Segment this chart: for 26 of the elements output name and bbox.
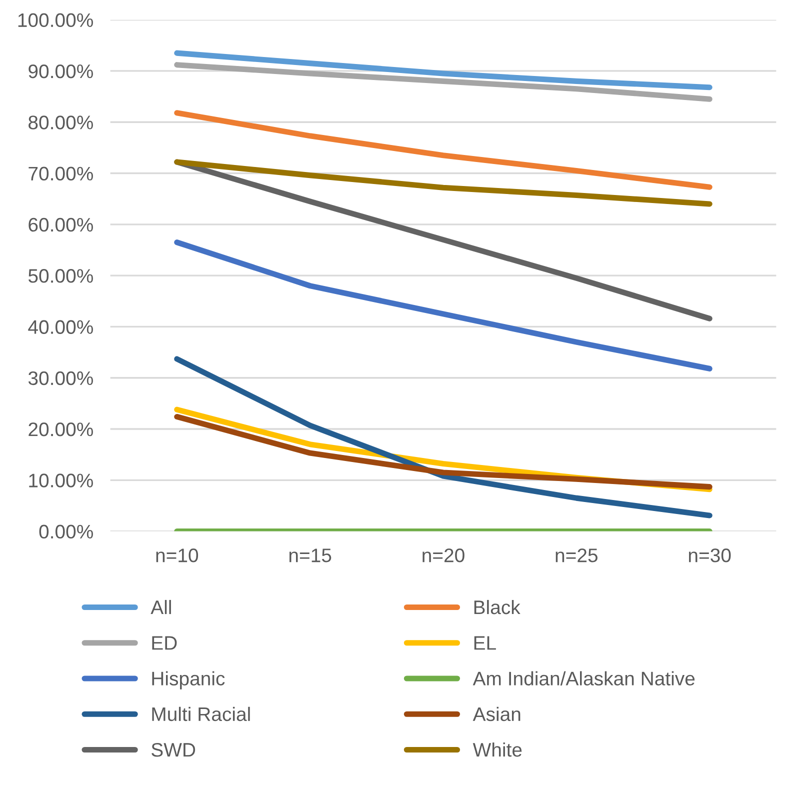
- y-tick-label: 80.00%: [28, 116, 93, 130]
- legend-label: Asian: [472, 706, 520, 722]
- legend-label: Multi Racial: [152, 706, 250, 722]
- x-tick-label: n=10: [156, 548, 198, 562]
- legend-label: SWD: [152, 742, 196, 757]
- y-tick-label: 20.00%: [28, 422, 93, 436]
- y-tick-label: 0.00%: [39, 524, 93, 539]
- legend-label: Am Indian/Alaskan Native: [472, 671, 695, 686]
- legend-label: All: [150, 600, 171, 614]
- y-tick-label: 50.00%: [28, 269, 93, 283]
- y-tick-label: 60.00%: [28, 218, 93, 232]
- y-tick-label: 70.00%: [28, 166, 93, 181]
- x-tick-label: n=20: [422, 548, 464, 562]
- x-tick-label: n=25: [556, 548, 598, 562]
- legend-label: ED: [152, 636, 177, 650]
- legend-label: EL: [474, 636, 496, 650]
- legend-label: White: [472, 742, 522, 757]
- y-tick-label: 90.00%: [28, 64, 93, 78]
- y-tick-label: 40.00%: [28, 320, 93, 334]
- legend-label: Hispanic: [152, 671, 225, 690]
- y-tick-label: 10.00%: [29, 474, 93, 488]
- legend-label: Black: [474, 600, 520, 614]
- y-tick-label: 30.00%: [28, 371, 93, 386]
- y-tick-label: 100.00%: [18, 13, 93, 28]
- x-tick-label: n=30: [688, 548, 731, 562]
- x-tick-label: n=15: [289, 548, 332, 562]
